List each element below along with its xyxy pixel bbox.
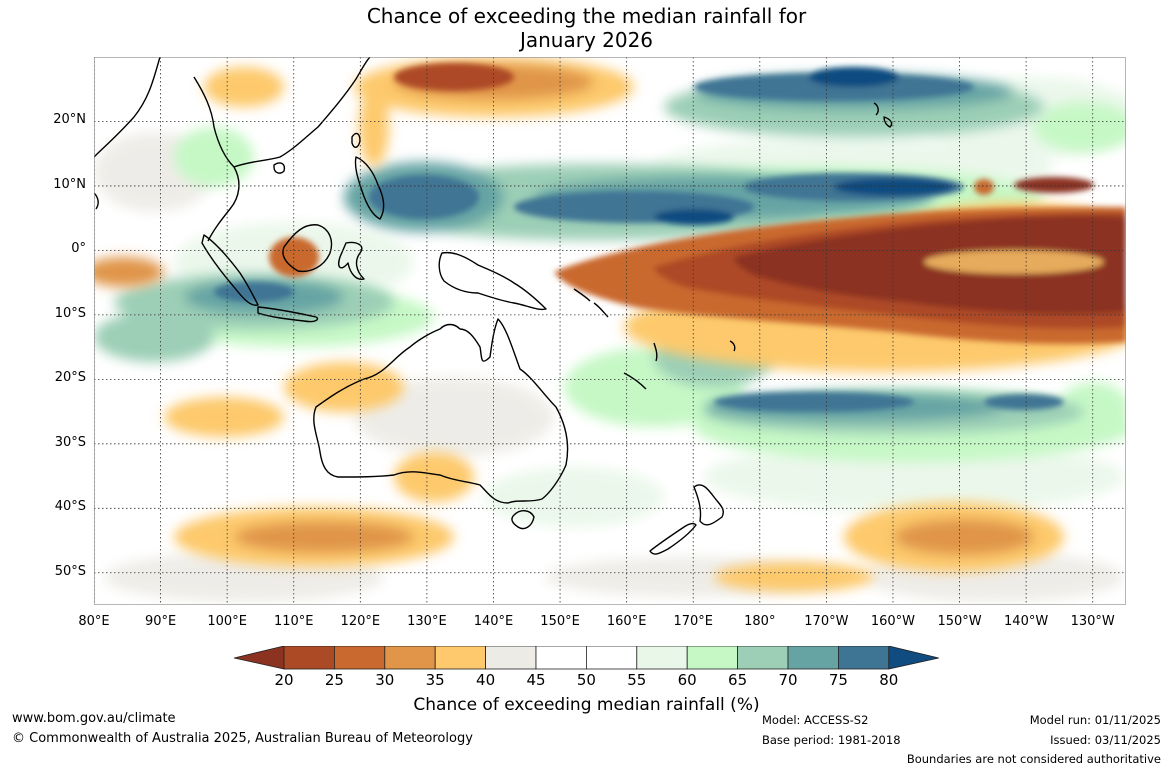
colorbar-tick: 30 bbox=[375, 671, 395, 689]
colorbar-tick: 65 bbox=[728, 671, 748, 689]
colorbar-tick: 40 bbox=[476, 671, 496, 689]
lon-label-180: 180° bbox=[744, 614, 776, 629]
colorbar-swatch bbox=[838, 646, 890, 670]
colorbar-tick: 20 bbox=[274, 671, 294, 689]
colorbar-swatch bbox=[636, 646, 688, 670]
lat-label-20n: 20°N bbox=[53, 112, 86, 128]
lon-label-160w: 160°W bbox=[870, 614, 916, 629]
boundaries-disclaimer: Boundaries are not considered authoritat… bbox=[906, 752, 1161, 766]
lon-label-150e: 150°E bbox=[540, 614, 580, 629]
lon-label-170w: 170°W bbox=[804, 614, 849, 629]
vanuatu-coastline bbox=[653, 342, 658, 362]
asia-coastline bbox=[94, 57, 371, 242]
graticule bbox=[94, 57, 1126, 605]
java-coastline bbox=[257, 306, 319, 323]
title-line-2: January 2026 bbox=[519, 28, 654, 52]
colorbar-swatch-high bbox=[888, 646, 939, 670]
colorbar-swatch bbox=[384, 646, 436, 670]
colorbar-tick: 35 bbox=[425, 671, 445, 689]
new-zealand-north-coastline bbox=[693, 484, 724, 526]
colorbar-tick: 60 bbox=[677, 671, 697, 689]
colorbar-swatch bbox=[485, 646, 537, 670]
colorbar-swatch bbox=[283, 646, 335, 670]
colorbar-swatch bbox=[686, 646, 739, 670]
new-zealand-south-coastline bbox=[649, 522, 697, 555]
lon-label-170e: 170°E bbox=[673, 614, 713, 629]
colorbar-swatch bbox=[787, 646, 839, 670]
colorbar-swatch bbox=[334, 646, 386, 670]
rainfall-map bbox=[94, 57, 1126, 605]
philippines-coastline bbox=[354, 156, 385, 220]
colorbar-tick: 50 bbox=[576, 671, 596, 689]
new-caledonia-coastline bbox=[623, 372, 647, 390]
sulawesi-coastline bbox=[338, 241, 365, 280]
hawaii-coastline bbox=[873, 102, 893, 128]
lon-label-150w: 150°W bbox=[937, 614, 982, 629]
lon-label-160e: 160°E bbox=[606, 614, 647, 629]
colorbar-tick: 45 bbox=[526, 671, 546, 689]
colorbar-tick: 70 bbox=[778, 671, 798, 689]
australia-coastline bbox=[313, 318, 569, 504]
hainan-coastline bbox=[273, 162, 286, 174]
base-period-text: Base period: 1981-2018 bbox=[762, 733, 901, 747]
colorbar-title: Chance of exceeding median rainfall (%) bbox=[413, 695, 760, 715]
probability-field-brown bbox=[269, 63, 1126, 344]
colorbar bbox=[234, 646, 939, 670]
colorbar-tick: 80 bbox=[879, 671, 899, 689]
lon-label-140w: 140°W bbox=[1004, 614, 1049, 629]
tasmania-coastline bbox=[511, 510, 535, 530]
colorbar-swatch bbox=[535, 646, 587, 670]
lat-label-10s: 10°S bbox=[54, 305, 86, 321]
title-line-1: Chance of exceeding the median rainfall … bbox=[366, 4, 807, 28]
map-frame bbox=[94, 57, 1126, 605]
website-link[interactable]: www.bom.gov.au/climate bbox=[12, 711, 176, 726]
lon-label-100e: 100°E bbox=[207, 614, 247, 629]
lat-label-30s: 30°S bbox=[54, 434, 86, 450]
coastlines bbox=[94, 57, 893, 555]
colorbar-swatch bbox=[585, 646, 638, 670]
sumatra-coastline bbox=[201, 234, 259, 306]
lat-label-10n: 10°N bbox=[53, 176, 86, 192]
colorbar-swatch bbox=[737, 646, 789, 670]
model-text: Model: ACCESS-S2 bbox=[762, 713, 869, 727]
colorbar-swatch bbox=[434, 646, 486, 670]
colorbar-swatch-low bbox=[234, 646, 285, 670]
lat-label-50s: 50°S bbox=[54, 563, 86, 579]
lat-label-40s: 40°S bbox=[54, 499, 86, 515]
copyright-text: © Commonwealth of Australia 2025, Austra… bbox=[12, 731, 473, 746]
solomon-islands-coastline bbox=[573, 288, 609, 318]
lon-label-130w: 130°W bbox=[1070, 614, 1115, 629]
lon-label-110e: 110°E bbox=[273, 614, 314, 629]
borneo-coastline bbox=[282, 224, 333, 273]
lon-label-80e: 80°E bbox=[78, 614, 110, 629]
fiji-coastline bbox=[729, 340, 736, 352]
sri-lanka-coastline bbox=[94, 192, 99, 210]
lat-label-20s: 20°S bbox=[54, 370, 86, 386]
model-run-text: Model run: 01/11/2025 bbox=[1029, 713, 1161, 727]
lat-label-0: 0° bbox=[71, 241, 86, 257]
new-guinea-coastline bbox=[438, 251, 547, 311]
colorbar-tick: 75 bbox=[828, 671, 848, 689]
colorbar-tick: 55 bbox=[627, 671, 647, 689]
lon-label-120e: 120°E bbox=[340, 614, 381, 629]
colorbar-tick: 25 bbox=[324, 671, 344, 689]
lon-label-140e: 140°E bbox=[473, 614, 514, 629]
issued-text: Issued: 03/11/2025 bbox=[1050, 733, 1161, 747]
map-title: Chance of exceeding the median rainfall … bbox=[0, 4, 1173, 52]
lon-label-90e: 90°E bbox=[144, 614, 177, 629]
lon-label-130e: 130°E bbox=[407, 614, 447, 629]
